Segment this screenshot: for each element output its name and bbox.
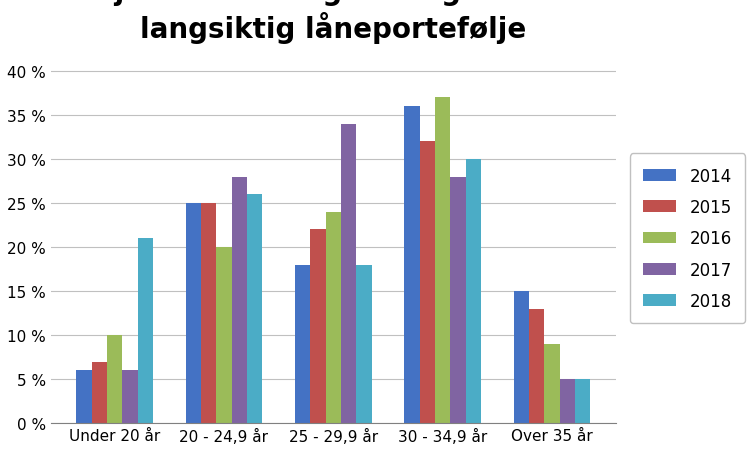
Bar xyxy=(247,195,262,423)
Bar xyxy=(185,203,201,423)
Bar xyxy=(295,265,310,423)
Bar xyxy=(514,291,529,423)
Bar xyxy=(326,212,341,423)
Bar xyxy=(544,344,559,423)
Bar xyxy=(450,177,466,423)
Bar xyxy=(466,160,481,423)
Legend: 2014, 2015, 2016, 2017, 2018: 2014, 2015, 2016, 2017, 2018 xyxy=(630,154,746,323)
Bar xyxy=(356,265,372,423)
Bar xyxy=(107,336,122,423)
Bar xyxy=(92,362,107,423)
Bar xyxy=(529,309,544,423)
Bar xyxy=(310,230,326,423)
Bar xyxy=(122,371,137,423)
Bar xyxy=(559,379,575,423)
Bar xyxy=(404,107,420,423)
Bar xyxy=(137,239,153,423)
Bar xyxy=(77,371,92,423)
Bar xyxy=(216,248,231,423)
Bar xyxy=(341,124,356,423)
Bar xyxy=(420,142,435,423)
Bar xyxy=(231,177,247,423)
Bar xyxy=(201,203,216,423)
Bar xyxy=(435,98,450,423)
Bar xyxy=(575,379,590,423)
Title: Gjennomsnittlig avdragstid for
langsiktig låneportefølje: Gjennomsnittlig avdragstid for langsikti… xyxy=(92,0,575,43)
